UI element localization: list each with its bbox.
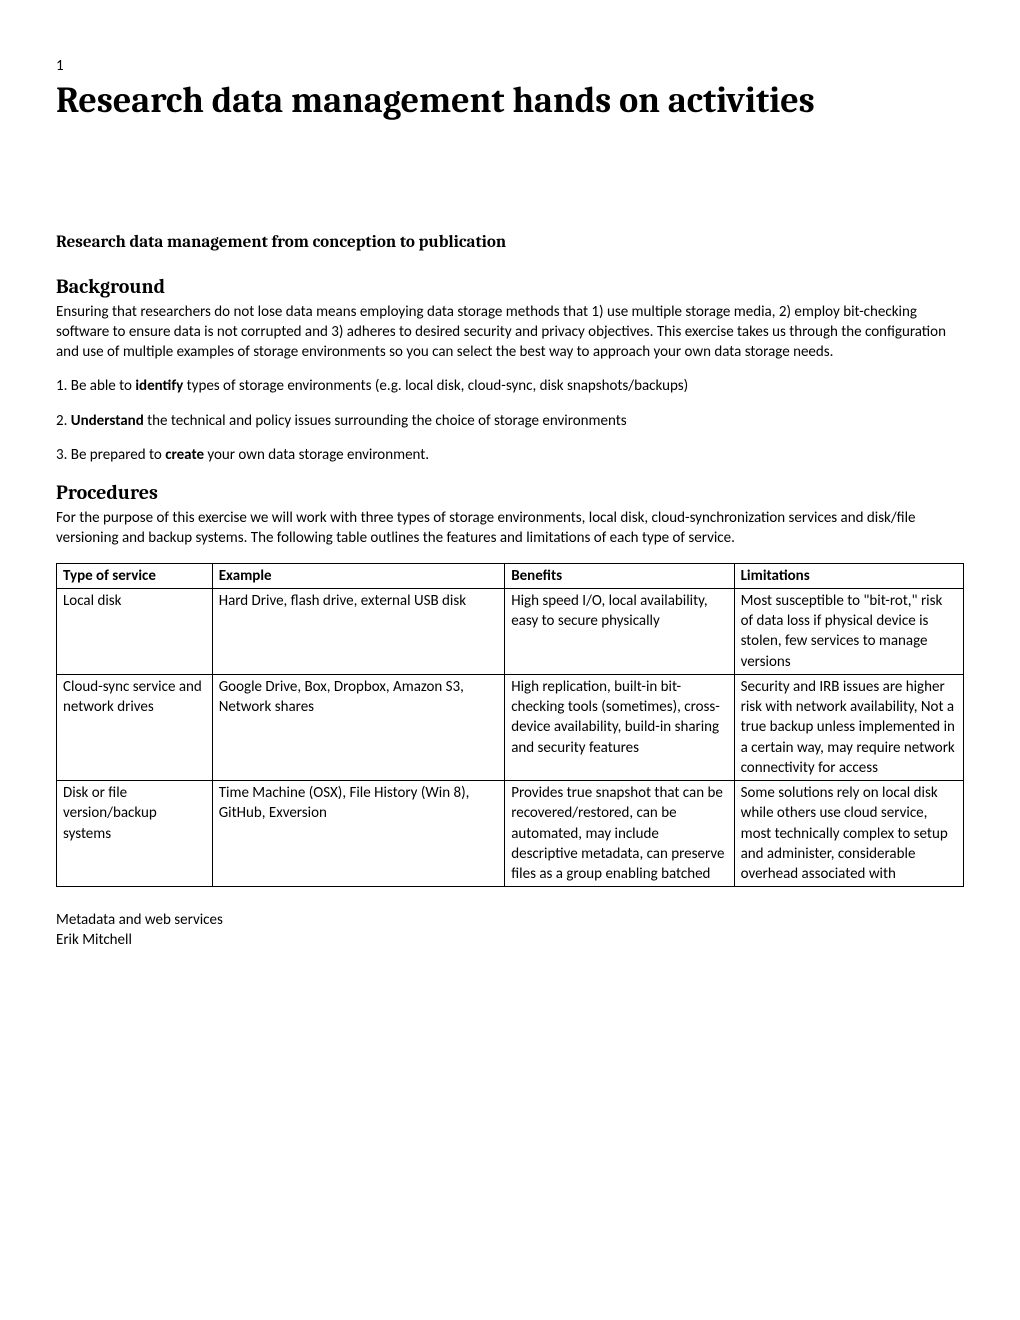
col-example: Example [212, 563, 505, 588]
cell-benefits: High speed I/O, local availability, easy… [505, 588, 734, 674]
table-row: Disk or file version/backup systems Time… [57, 781, 964, 887]
cell-example: Time Machine (OSX), File History (Win 8)… [212, 781, 505, 887]
cell-limitations: Some solutions rely on local disk while … [734, 781, 963, 887]
objective-1-post: types of storage environments (e.g. loca… [183, 377, 688, 395]
table-row: Local disk Hard Drive, flash drive, exte… [57, 588, 964, 674]
document-subtitle: Research data management from conception… [56, 232, 964, 255]
page-footer: Metadata and web services Erik Mitchell [56, 911, 964, 950]
procedures-heading: Procedures [56, 479, 964, 506]
cell-type: Disk or file version/backup systems [57, 781, 213, 887]
table-row: Cloud-sync service and network drives Go… [57, 674, 964, 780]
cell-limitations: Security and IRB issues are higher risk … [734, 674, 963, 780]
cell-type: Cloud-sync service and network drives [57, 674, 213, 780]
footer-line1: Metadata and web services [56, 911, 964, 931]
objective-2-post: the technical and policy issues surround… [144, 412, 627, 430]
footer-line2: Erik Mitchell [56, 931, 964, 951]
cell-benefits: High replication, built-in bit-checking … [505, 674, 734, 780]
objective-2-bold: Understand [71, 412, 144, 430]
objective-2-pre: 2. [56, 412, 71, 430]
objective-3-bold: create [165, 446, 204, 464]
cell-example: Google Drive, Box, Dropbox, Amazon S3, N… [212, 674, 505, 780]
cell-benefits: Provides true snapshot that can be recov… [505, 781, 734, 887]
procedures-paragraph: For the purpose of this exercise we will… [56, 508, 964, 549]
cell-type: Local disk [57, 588, 213, 674]
page-number: 1 [56, 56, 964, 76]
objective-1-pre: 1. Be able to [56, 377, 135, 395]
objective-1-bold: identify [135, 377, 183, 395]
table-header-row: Type of service Example Benefits Limitat… [57, 563, 964, 588]
objective-3: 3. Be prepared to create your own data s… [56, 445, 964, 465]
cell-limitations: Most susceptible to "bit-rot," risk of d… [734, 588, 963, 674]
cell-example: Hard Drive, flash drive, external USB di… [212, 588, 505, 674]
storage-services-table: Type of service Example Benefits Limitat… [56, 563, 964, 888]
col-limitations: Limitations [734, 563, 963, 588]
objective-1: 1. Be able to identify types of storage … [56, 376, 964, 396]
objective-2: 2. Understand the technical and policy i… [56, 411, 964, 431]
col-benefits: Benefits [505, 563, 734, 588]
document-title: Research data management hands on activi… [56, 80, 964, 121]
background-heading: Background [56, 273, 964, 300]
background-paragraph: Ensuring that researchers do not lose da… [56, 302, 964, 363]
objective-3-post: your own data storage environment. [204, 446, 429, 464]
col-type: Type of service [57, 563, 213, 588]
objective-3-pre: 3. Be prepared to [56, 446, 165, 464]
